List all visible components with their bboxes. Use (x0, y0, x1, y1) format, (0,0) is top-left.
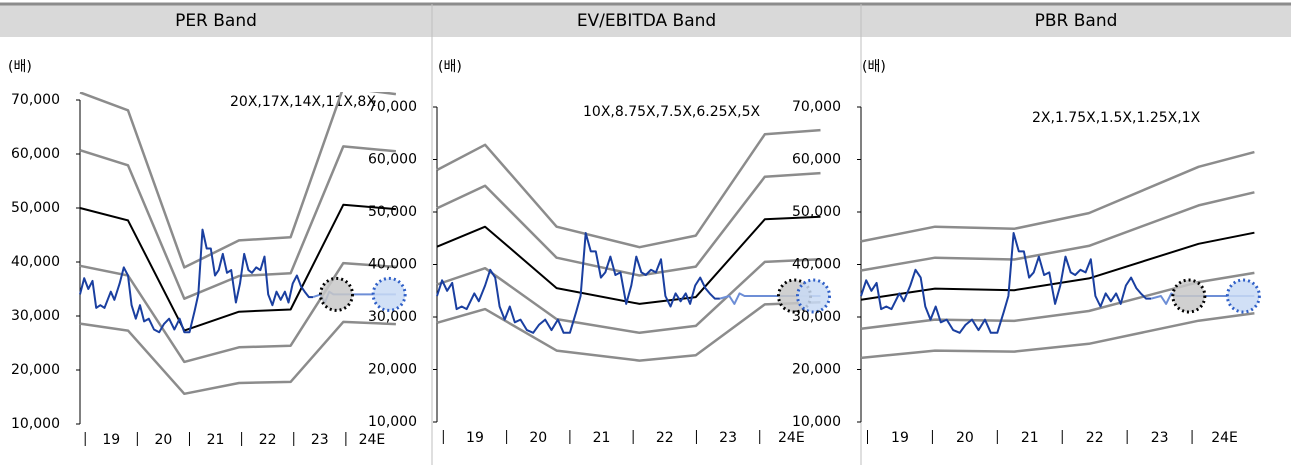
highlight-circle (1171, 278, 1207, 314)
y-tick-label: 40,000 (368, 257, 417, 273)
x-tick-label: 21 (207, 432, 225, 448)
band-annotation: 20X,17X,14X,11X,8X (230, 94, 376, 110)
plot-area (436, 128, 821, 362)
x-tick-label: 20 (529, 430, 547, 446)
series-line (860, 150, 1255, 243)
y-tick-label: 60,000 (792, 152, 841, 168)
panel-title: PBR Band (1035, 11, 1118, 31)
highlight-circle (371, 276, 407, 312)
x-tick-label: 19 (466, 430, 484, 446)
x-tick-label: 23 (1151, 430, 1169, 446)
x-tick-label: 24E (778, 430, 805, 446)
series-line (860, 271, 1255, 331)
x-tick-label: 20 (154, 432, 172, 448)
y-unit-label: (배) (8, 59, 32, 75)
y-tick-label: 50,000 (11, 200, 60, 216)
series-line (436, 258, 821, 335)
series-line (436, 171, 821, 277)
panel-title: PER Band (175, 11, 257, 31)
y-tick-label: 10,000 (792, 414, 841, 430)
y-tick-label: 40,000 (11, 254, 60, 270)
y-tick-label: 40,000 (792, 257, 841, 273)
x-tick-label: 21 (1021, 430, 1039, 446)
header-bar (0, 4, 1291, 37)
x-tick-label: 24E (1211, 430, 1238, 446)
series-line (436, 301, 821, 362)
y-tick-label: 50,000 (368, 204, 417, 220)
panel-title: EV/EBITDA Band (577, 11, 716, 31)
plot-area (860, 150, 1255, 360)
y-tick-label: 50,000 (792, 204, 841, 220)
x-tick-label: 22 (656, 430, 674, 446)
series-line (436, 232, 720, 334)
x-tick-label: 20 (956, 430, 974, 446)
highlight-circle (318, 276, 354, 312)
series-line (79, 320, 396, 396)
y-tick-label: 30,000 (368, 309, 417, 325)
y-tick-label: 60,000 (11, 146, 60, 162)
plot-area (79, 92, 397, 396)
y-tick-label: 70,000 (368, 99, 417, 115)
series-line (860, 191, 1255, 272)
x-tick-label: 22 (259, 432, 277, 448)
y-tick-label: 30,000 (11, 308, 60, 324)
series-line (436, 128, 821, 249)
x-tick-label: 21 (593, 430, 611, 446)
series-line (860, 312, 1255, 360)
y-tick-label: 60,000 (368, 152, 417, 168)
series-line (79, 145, 397, 300)
x-tick-label: 24E (359, 432, 386, 448)
series-line (79, 203, 396, 332)
y-tick-label: 70,000 (792, 99, 841, 115)
x-tick-label: 22 (1086, 430, 1104, 446)
y-tick-label: 10,000 (368, 414, 417, 430)
band-annotation: 2X,1.75X,1.5X,1.25X,1X (1032, 110, 1201, 126)
y-tick-label: 70,000 (11, 92, 60, 108)
y-unit-label: (배) (438, 59, 462, 75)
highlight-circle (1225, 278, 1261, 314)
series-line (436, 215, 821, 305)
y-tick-label: 20,000 (792, 362, 841, 378)
x-tick-label: 23 (311, 432, 329, 448)
y-tick-label: 10,000 (11, 416, 60, 432)
series-line (79, 92, 397, 269)
y-unit-label: (배) (862, 59, 886, 75)
series-line (79, 228, 313, 334)
x-tick-label: 23 (719, 430, 737, 446)
series-line (860, 232, 1152, 334)
x-tick-label: 19 (891, 430, 909, 446)
highlight-circle (796, 278, 832, 314)
y-tick-label: 20,000 (11, 362, 60, 378)
y-tick-label: 30,000 (792, 309, 841, 325)
band-annotation: 10X,8.75X,7.5X,6.25X,5X (583, 104, 760, 120)
series-line (719, 292, 821, 305)
x-tick-label: 19 (102, 432, 120, 448)
y-tick-label: 20,000 (368, 362, 417, 378)
